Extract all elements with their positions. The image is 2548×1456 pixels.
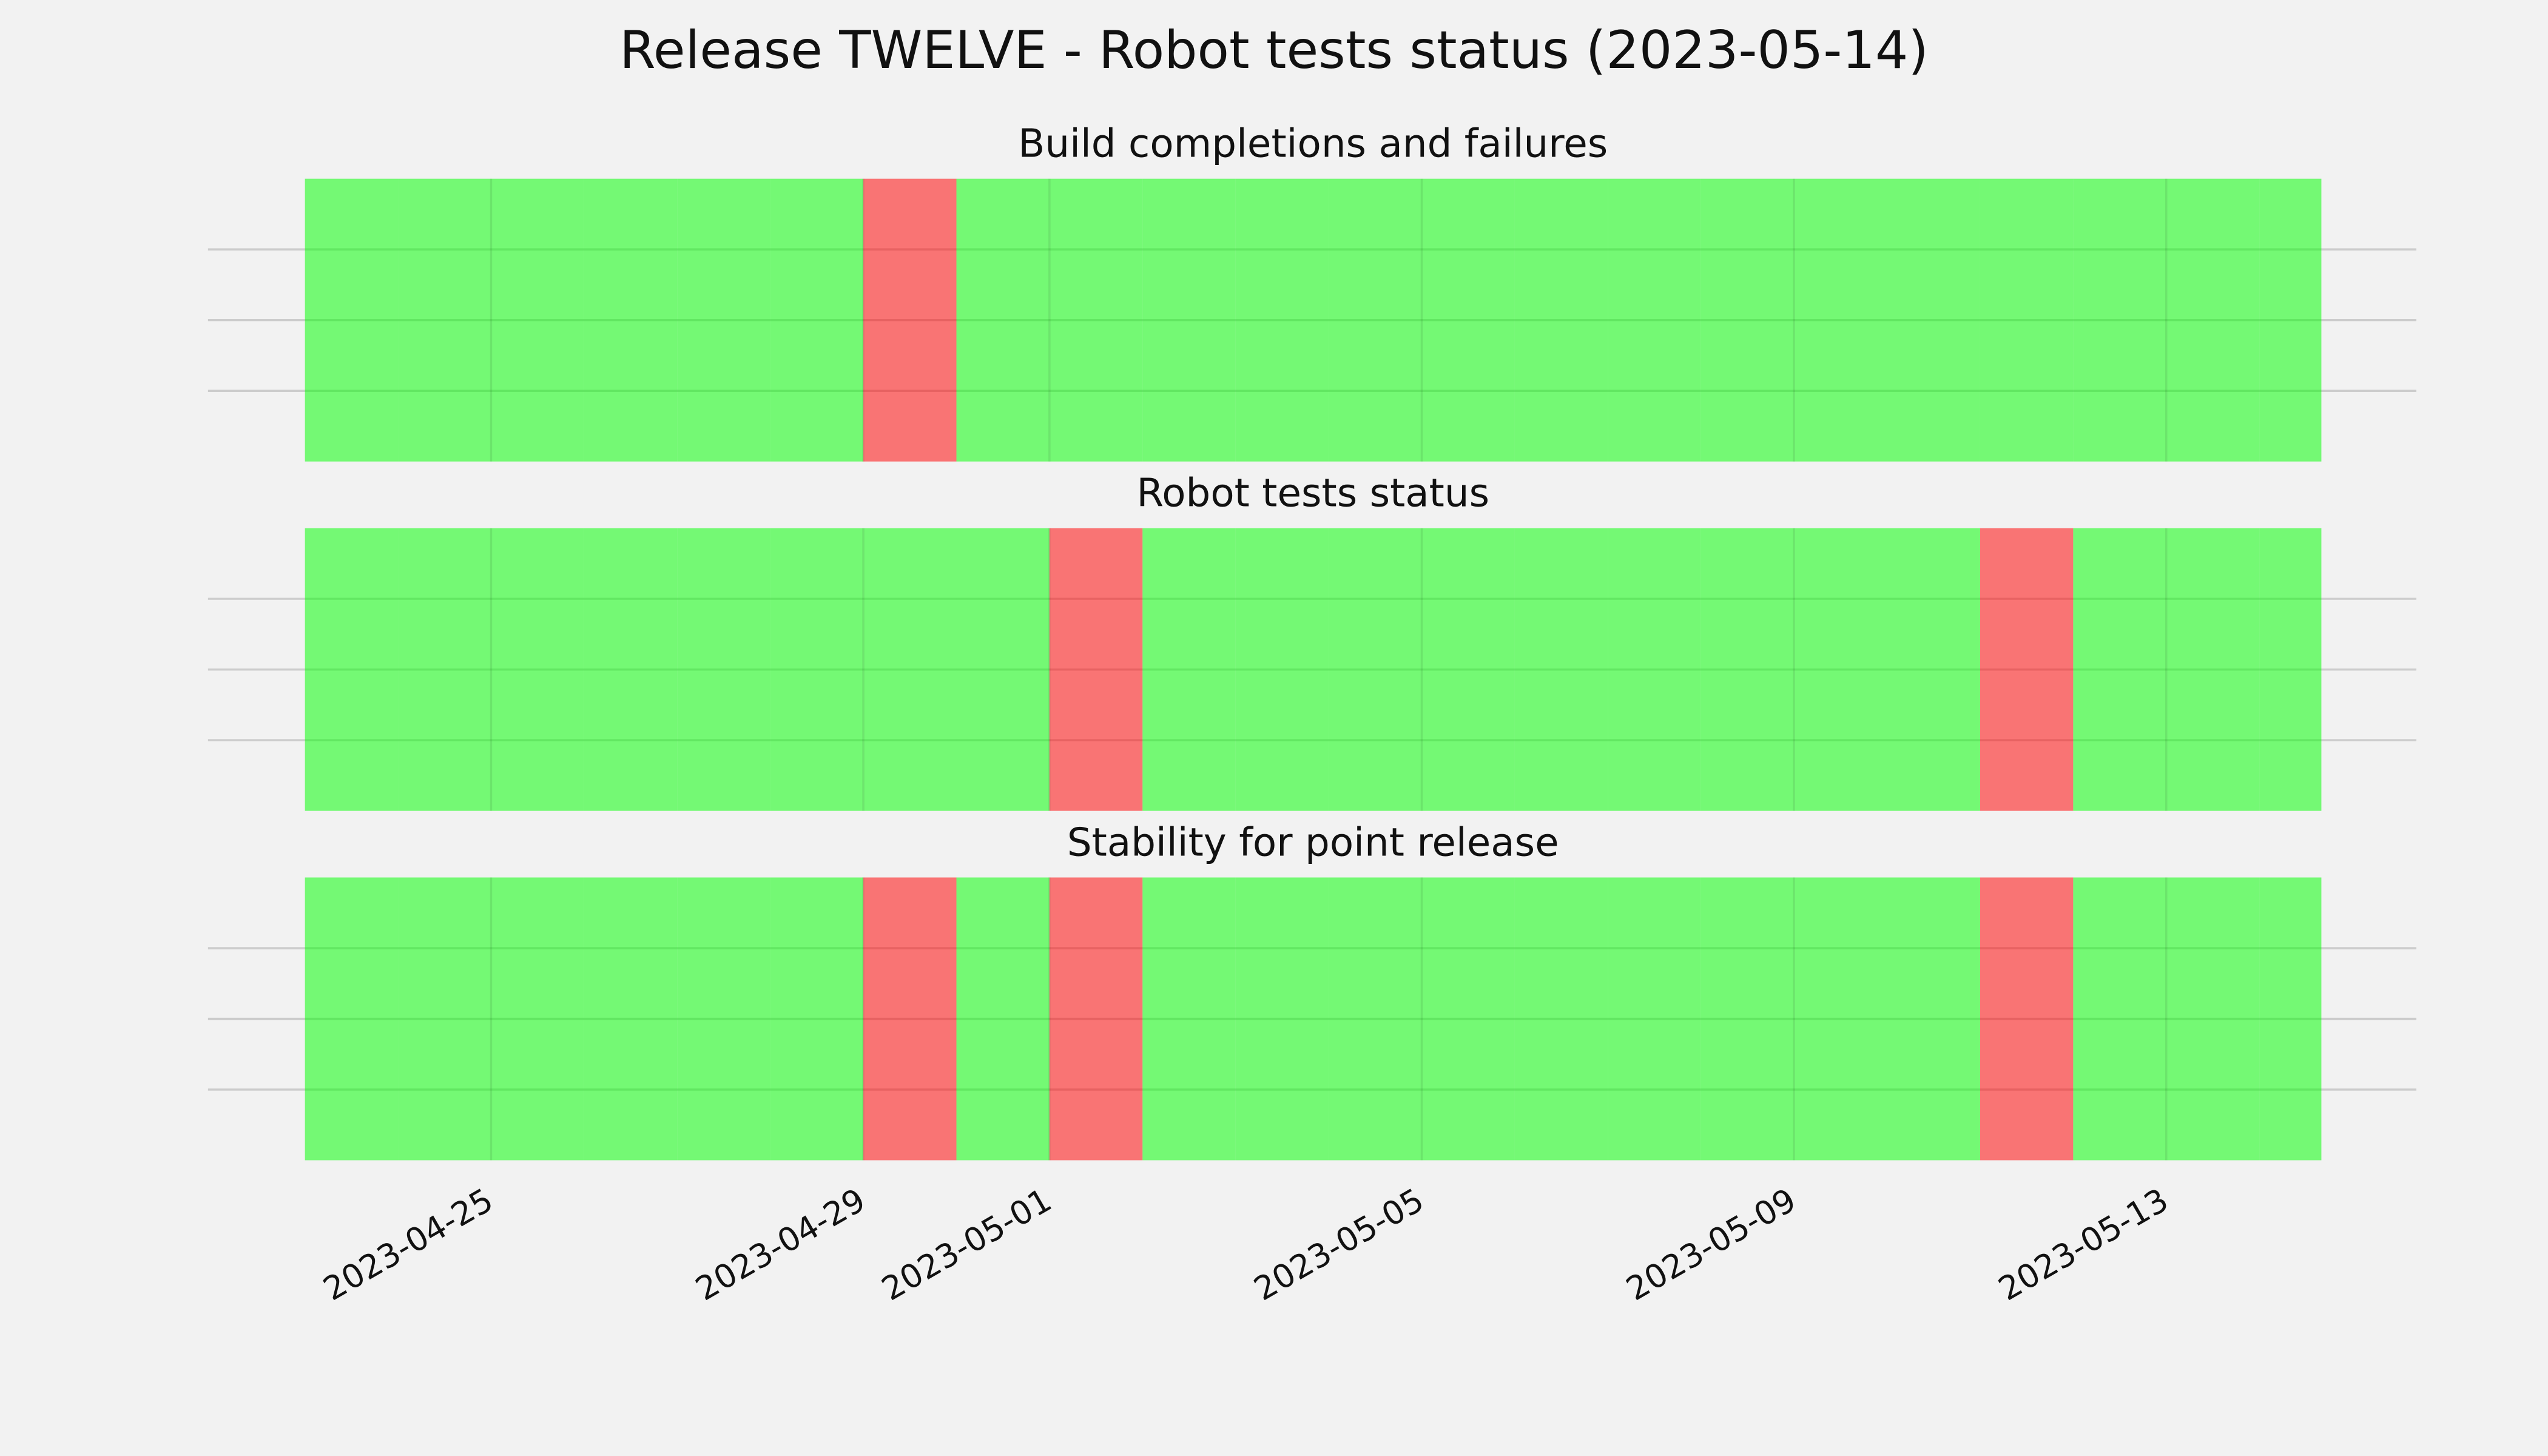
status-cell: [1887, 877, 1980, 1161]
status-cell: [863, 528, 957, 811]
status-cell: [398, 178, 491, 462]
status-cell: [1049, 877, 1143, 1161]
status-cell: [305, 877, 399, 1161]
status-cell: [956, 528, 1050, 811]
status-cell: [863, 178, 957, 462]
status-cell: [1421, 178, 1515, 462]
status-cell: [1142, 178, 1236, 462]
panel-title: Build completions and failures: [1018, 121, 1608, 167]
status-cell: [1980, 528, 2074, 811]
status-cell: [2073, 877, 2166, 1161]
status-cell: [2073, 528, 2166, 811]
status-cell: [1329, 877, 1422, 1161]
status-cell: [1700, 877, 1795, 1161]
status-cell: [2166, 877, 2260, 1161]
panel-title: Stability for point release: [1067, 820, 1559, 865]
status-cell: [1700, 178, 1795, 462]
status-cell: [1421, 877, 1515, 1161]
status-cell: [491, 528, 584, 811]
status-cell: [770, 178, 864, 462]
status-cell: [1887, 178, 1980, 462]
status-cell: [2259, 178, 2322, 462]
status-cell: [584, 178, 678, 462]
status-cell: [398, 877, 491, 1161]
status-cell: [1700, 528, 1795, 811]
status-cell: [1608, 877, 1701, 1161]
status-cell: [1608, 528, 1701, 811]
status-cell: [677, 178, 770, 462]
status-cell: [677, 528, 770, 811]
status-cell: [305, 178, 399, 462]
status-cell: [305, 528, 399, 811]
status-cell: [491, 178, 584, 462]
status-cell: [1235, 178, 1329, 462]
status-cell: [1794, 178, 1887, 462]
status-cell: [1980, 178, 2074, 462]
status-cell: [2259, 877, 2322, 1161]
status-cell: [1421, 528, 1515, 811]
status-cell: [956, 877, 1050, 1161]
status-cell: [1049, 528, 1143, 811]
chart-title: Release TWELVE - Robot tests status (202…: [619, 20, 1929, 81]
status-cell: [1049, 178, 1143, 462]
status-cell: [956, 178, 1050, 462]
status-cell: [584, 877, 678, 1161]
status-cell: [677, 877, 770, 1161]
status-cell: [1142, 877, 1236, 1161]
status-cell: [1887, 528, 1980, 811]
status-cell: [1608, 178, 1701, 462]
status-cell: [491, 877, 584, 1161]
status-cell: [863, 877, 957, 1161]
status-cell: [1514, 877, 1608, 1161]
status-cell: [584, 528, 678, 811]
status-cell: [1142, 528, 1236, 811]
status-cell: [1329, 178, 1422, 462]
status-cell: [398, 528, 491, 811]
status-cell: [770, 528, 864, 811]
panel-title: Robot tests status: [1136, 471, 1489, 516]
status-cell: [2166, 528, 2260, 811]
status-cell: [1235, 528, 1329, 811]
status-cell: [1329, 528, 1422, 811]
status-cell: [1235, 877, 1329, 1161]
status-cell: [1514, 178, 1608, 462]
status-cell: [2166, 178, 2260, 462]
status-cell: [2259, 528, 2322, 811]
status-cell: [1514, 528, 1608, 811]
status-cell: [770, 877, 864, 1161]
status-cell: [2073, 178, 2166, 462]
status-cell: [1980, 877, 2074, 1161]
status-cell: [1794, 528, 1887, 811]
status-cell: [1794, 877, 1887, 1161]
